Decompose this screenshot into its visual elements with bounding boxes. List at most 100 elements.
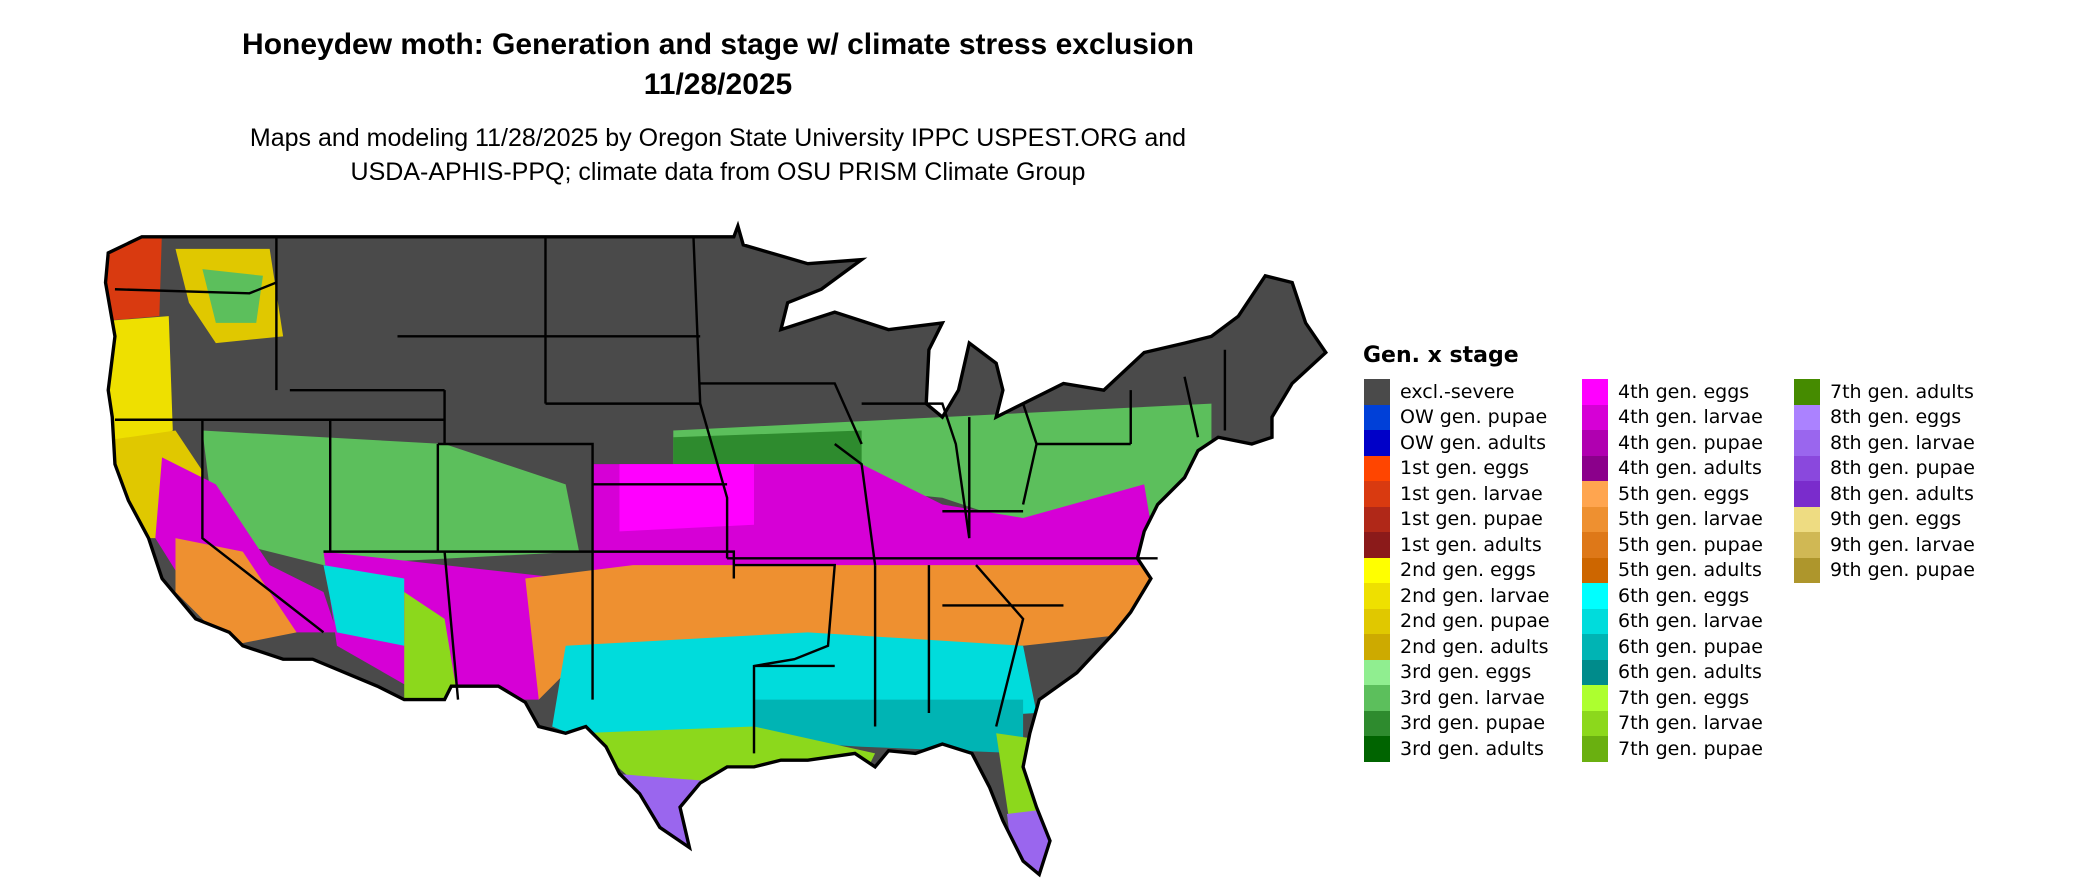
legend-swatch <box>1794 379 1820 405</box>
legend-label: 7th gen. larvae <box>1618 712 1763 735</box>
legend-item: 7th gen. pupae <box>1582 736 1763 762</box>
legend-label: 4th gen. eggs <box>1618 380 1750 403</box>
region-5th-gen <box>525 565 1158 700</box>
legend-swatch <box>1582 736 1608 762</box>
legend-swatch <box>1364 608 1390 634</box>
legend-label: 6th gen. pupae <box>1618 635 1763 658</box>
legend-item: 2nd gen. larvae <box>1364 583 1549 609</box>
legend-item: 4th gen. larvae <box>1582 404 1763 430</box>
legend-item: 4th gen. eggs <box>1582 379 1749 405</box>
legend-swatch <box>1364 481 1390 507</box>
legend-swatch <box>1582 379 1608 405</box>
region-3rd-gen-west <box>202 430 580 566</box>
state-borders <box>114 236 1227 754</box>
legend-label: 8th gen. eggs <box>1830 406 1962 429</box>
legend-item: 6th gen. eggs <box>1582 583 1749 609</box>
legend-label: 5th gen. larvae <box>1618 508 1763 531</box>
legend-swatch <box>1582 710 1608 736</box>
region-6th-gen-az <box>323 565 405 646</box>
legend-label: 4th gen. pupae <box>1618 431 1763 454</box>
region-1st-gen <box>105 228 163 323</box>
legend-swatch <box>1582 608 1608 634</box>
legend-label: 3rd gen. eggs <box>1400 661 1532 684</box>
legend-label: 6th gen. larvae <box>1618 610 1763 633</box>
legend-swatch <box>1364 379 1390 405</box>
legend-item: 4th gen. adults <box>1582 455 1762 481</box>
legend-label: 3rd gen. larvae <box>1400 686 1545 709</box>
legend-item: 1st gen. pupae <box>1364 506 1543 532</box>
legend-item: 9th gen. eggs <box>1794 506 1961 532</box>
legend-label: 5th gen. pupae <box>1618 533 1763 556</box>
legend-label: 1st gen. pupae <box>1400 508 1543 531</box>
legend-swatch <box>1582 506 1608 532</box>
legend-label: 2nd gen. eggs <box>1400 559 1536 582</box>
legend-swatch <box>1582 685 1608 711</box>
legend-swatch <box>1364 736 1390 762</box>
legend-swatch <box>1364 685 1390 711</box>
legend-item: 2nd gen. pupae <box>1364 608 1550 634</box>
legend-label: 4th gen. adults <box>1618 457 1762 480</box>
region-4th-gen-eggs <box>619 464 755 532</box>
legend-item: 1st gen. eggs <box>1364 455 1530 481</box>
legend-item: 8th gen. adults <box>1794 481 1974 507</box>
legend-label: 7th gen. adults <box>1830 380 1974 403</box>
legend-label: 1st gen. eggs <box>1400 457 1530 480</box>
legend-item: 9th gen. pupae <box>1794 557 1975 583</box>
legend-swatch <box>1794 532 1820 558</box>
legend-item: 8th gen. larvae <box>1794 430 1975 456</box>
legend-label: OW gen. adults <box>1400 431 1547 454</box>
legend-item: 3rd gen. adults <box>1364 736 1544 762</box>
legend-swatch <box>1364 506 1390 532</box>
legend-swatch <box>1794 430 1820 456</box>
legend-swatch <box>1364 710 1390 736</box>
legend-swatch <box>1582 455 1608 481</box>
legend-swatch <box>1794 404 1820 430</box>
legend-swatch <box>1582 583 1608 609</box>
legend-item: 2nd gen. adults <box>1364 634 1548 660</box>
region-3rd-gen-pupae <box>673 430 862 465</box>
legend-label: 2nd gen. pupae <box>1400 610 1550 633</box>
legend-label: 7th gen. eggs <box>1618 686 1750 709</box>
legend-item: 2nd gen. eggs <box>1364 557 1536 583</box>
region-2nd-gen <box>105 316 173 444</box>
legend-item: 3rd gen. larvae <box>1364 685 1545 711</box>
legend-label: 3rd gen. pupae <box>1400 712 1546 735</box>
legend-item: 5th gen. pupae <box>1582 532 1763 558</box>
legend-label: 6th gen. eggs <box>1618 584 1750 607</box>
region-5th-gen-ca <box>175 538 297 646</box>
legend-label: 7th gen. pupae <box>1618 737 1763 760</box>
region-3rd-gen-inland <box>202 269 263 323</box>
legend-label: 2nd gen. adults <box>1400 635 1549 658</box>
legend-swatch <box>1582 634 1608 660</box>
region-6th-gen <box>552 632 1037 754</box>
legend-item: 6th gen. pupae <box>1582 634 1763 660</box>
legend-item: 5th gen. adults <box>1582 557 1762 583</box>
legend-item: 8th gen. pupae <box>1794 455 1975 481</box>
legend-swatch <box>1794 481 1820 507</box>
region-7th-gen-az <box>404 591 459 700</box>
legend-item: 7th gen. adults <box>1794 379 1974 405</box>
legend-title: Gen. x stage <box>1363 343 1519 368</box>
legend-item: 5th gen. eggs <box>1582 481 1749 507</box>
legend-label: 8th gen. larvae <box>1830 431 1975 454</box>
legend-label: 2nd gen. larvae <box>1400 584 1550 607</box>
legend-swatch <box>1794 557 1820 583</box>
legend-swatch <box>1582 481 1608 507</box>
legend-swatch <box>1794 455 1820 481</box>
map-date: 11/28/2025 <box>643 68 793 101</box>
legend-item: 1st gen. larvae <box>1364 481 1543 507</box>
legend-label: 8th gen. pupae <box>1830 457 1975 480</box>
legend-item: 6th gen. larvae <box>1582 608 1763 634</box>
legend-swatch <box>1364 583 1390 609</box>
legend-item: 6th gen. adults <box>1582 659 1762 685</box>
legend-item: 3rd gen. pupae <box>1364 710 1546 736</box>
legend-label: 3rd gen. adults <box>1400 737 1544 760</box>
legend-item: excl.-severe <box>1364 379 1515 405</box>
legend-label: 1st gen. adults <box>1400 533 1542 556</box>
legend-item: 7th gen. eggs <box>1582 685 1749 711</box>
legend-swatch <box>1364 404 1390 430</box>
legend-label: 6th gen. adults <box>1618 661 1762 684</box>
subtitle-line-2: USDA-APHIS-PPQ; climate data from OSU PR… <box>350 158 1086 186</box>
